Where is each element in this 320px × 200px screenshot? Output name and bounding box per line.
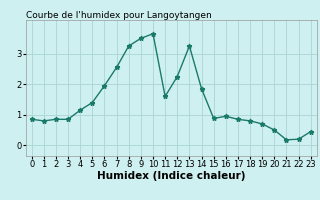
X-axis label: Humidex (Indice chaleur): Humidex (Indice chaleur) xyxy=(97,171,245,181)
Text: Courbe de l'humidex pour Langoytangen: Courbe de l'humidex pour Langoytangen xyxy=(26,11,211,20)
